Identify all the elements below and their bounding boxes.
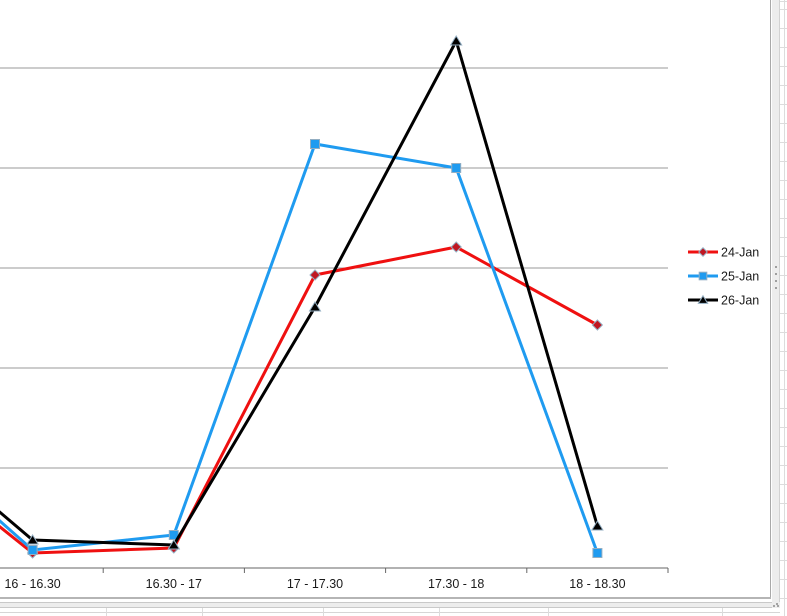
chart-window[interactable]: 16 - 16.30 16.30 - 17 17 - 17.30 17.30 - 18… (0, 0, 770, 597)
legend-entry-25-Jan[interactable]: 25-Jan (688, 270, 759, 284)
marker-square-25-Jan[interactable] (592, 548, 603, 558)
marker-triangle-26-Jan[interactable] (26, 534, 39, 545)
worksheet-column-border (439, 608, 440, 616)
x-axis-label: 17 - 17.30 (287, 577, 343, 591)
marker-triangle-26-Jan[interactable] (308, 301, 322, 312)
series-line-26-Jan[interactable] (0, 37, 599, 547)
x-axis-label: 16.30 - 17 (146, 577, 202, 591)
x-axis-label: 17.30 - 18 (428, 577, 484, 591)
worksheet-cells-bottom (0, 608, 780, 616)
resize-grip[interactable] (772, 602, 780, 608)
worksheet-column-border (106, 608, 107, 616)
marker-diamond-24-Jan[interactable] (450, 241, 462, 253)
worksheet-column-border (202, 608, 203, 616)
worksheet-column-border (548, 608, 549, 616)
worksheet-column-border (722, 608, 723, 616)
vertical-scrollbar[interactable] (772, 0, 780, 608)
resize-grip-dots-icon (776, 603, 778, 605)
legend-entry-26-Jan[interactable]: 26-Jan (688, 294, 759, 308)
resize-grip-dots-icon (777, 605, 779, 607)
marker-triangle-26-Jan[interactable] (167, 539, 181, 550)
line-chart[interactable]: 16 - 16.30 16.30 - 17 17 - 17.30 17.30 - 18… (0, 0, 770, 597)
marker-diamond-24-Jan[interactable] (309, 269, 321, 281)
x-axis-label: 18 - 18.30 (569, 577, 625, 591)
series-line-24-Jan[interactable] (0, 245, 599, 555)
legend-label: 24-Jan (721, 246, 759, 260)
x-axis-label: 16 - 16.30 (4, 577, 60, 591)
worksheet-column-border (784, 0, 785, 616)
legend-label: 25-Jan (721, 270, 759, 284)
legend-entry-24-Jan[interactable]: 24-Jan (688, 246, 759, 260)
legend-label: 26-Jan (721, 294, 759, 308)
series-line-25-Jan[interactable] (0, 142, 599, 554)
horizontal-scrollbar[interactable] (0, 602, 772, 608)
resize-grip-dots-icon (773, 605, 775, 607)
marker-triangle-26-Jan[interactable] (591, 520, 604, 531)
marker-triangle-26-Jan[interactable] (449, 35, 463, 46)
scrollbar-grip-icon[interactable] (775, 266, 777, 292)
worksheet-column-border (323, 608, 324, 616)
marker-square-25-Jan[interactable] (310, 139, 320, 149)
worksheet-row-border (0, 612, 780, 613)
marker-square-25-Jan[interactable] (451, 163, 462, 173)
chart-window-bottom-border (0, 597, 771, 599)
marker-diamond-24-Jan[interactable] (591, 319, 604, 331)
marker-square-25-Jan[interactable] (27, 545, 38, 555)
worksheet-cells-right (780, 0, 787, 616)
chart-window-right-border (770, 0, 771, 599)
